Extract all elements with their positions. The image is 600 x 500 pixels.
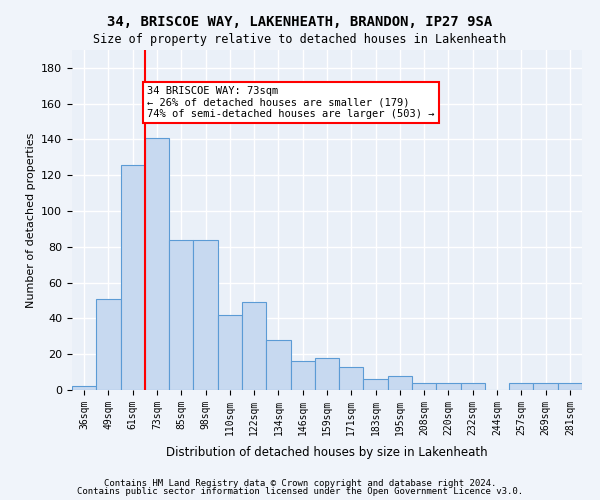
Text: Contains public sector information licensed under the Open Government Licence v3: Contains public sector information licen… [77,487,523,496]
Bar [533,383,558,390]
Bar [96,298,121,390]
Bar [242,302,266,390]
Text: 34 BRISCOE WAY: 73sqm
← 26% of detached houses are smaller (179)
74% of semi-det: 34 BRISCOE WAY: 73sqm ← 26% of detached … [147,86,435,119]
Bar [339,366,364,390]
Bar [364,380,388,390]
Bar [436,383,461,390]
Bar [169,240,193,390]
Bar [218,315,242,390]
Y-axis label: Number of detached properties: Number of detached properties [26,132,35,308]
Bar [121,164,145,390]
Bar [412,383,436,390]
Bar [558,383,582,390]
Bar [145,138,169,390]
Text: Contains HM Land Registry data © Crown copyright and database right 2024.: Contains HM Land Registry data © Crown c… [104,478,496,488]
Text: Size of property relative to detached houses in Lakenheath: Size of property relative to detached ho… [94,32,506,46]
Bar [315,358,339,390]
Bar [290,362,315,390]
Bar [509,383,533,390]
Bar [193,240,218,390]
X-axis label: Distribution of detached houses by size in Lakenheath: Distribution of detached houses by size … [166,446,488,459]
Bar [266,340,290,390]
Text: 34, BRISCOE WAY, LAKENHEATH, BRANDON, IP27 9SA: 34, BRISCOE WAY, LAKENHEATH, BRANDON, IP… [107,15,493,29]
Bar [388,376,412,390]
Bar [72,386,96,390]
Bar [461,383,485,390]
